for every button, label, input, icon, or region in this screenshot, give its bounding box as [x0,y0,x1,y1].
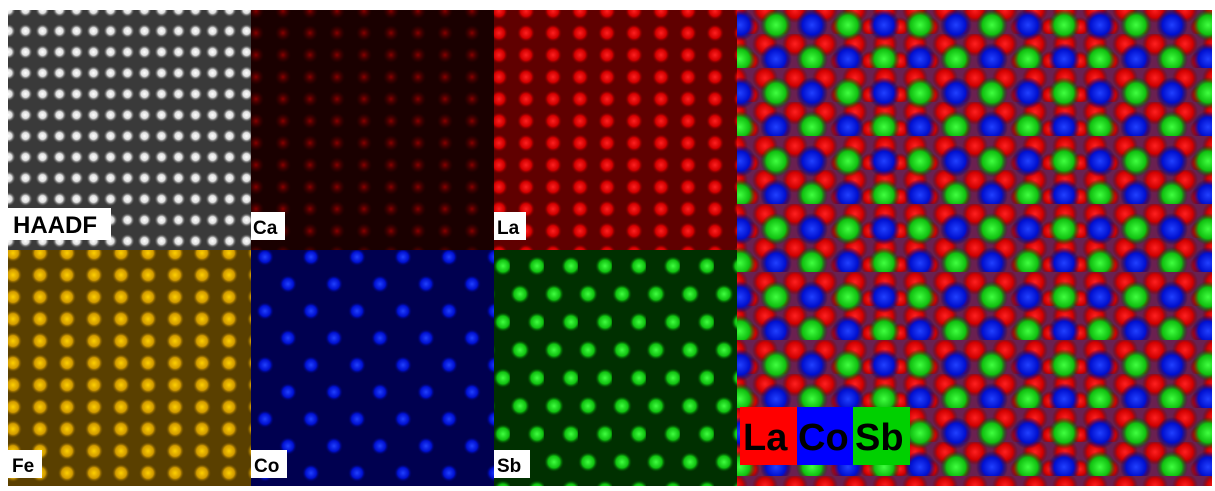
panel-label: Co [254,456,279,477]
fe-map [8,250,251,486]
panel-label: Ca [253,218,278,239]
panel-label: HAADF [13,212,97,239]
panel-label: La [497,218,520,239]
sb-map [494,250,737,486]
co-map [251,250,494,486]
legend-label: Sb [855,417,904,459]
la-map [494,10,737,250]
ca-map [251,10,494,250]
legend-label: Co [798,417,849,459]
panel-label: Sb [497,456,521,477]
page: {"panels": [{"label": "HAADF"}, {"label"… [0,0,1215,486]
legend-label: La [743,417,788,459]
panel-label: Fe [12,456,34,477]
figure: HAADF Ca La Fe Co Sb La Co Sb [0,0,1215,486]
